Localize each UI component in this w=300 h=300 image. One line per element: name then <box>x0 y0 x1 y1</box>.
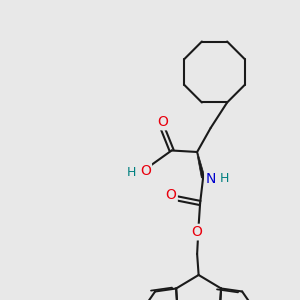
Text: O: O <box>166 188 176 203</box>
Polygon shape <box>196 152 205 178</box>
Text: H: H <box>220 172 230 185</box>
Text: H: H <box>126 167 136 179</box>
Text: N: N <box>206 172 216 186</box>
Text: O: O <box>140 164 151 178</box>
Text: O: O <box>192 225 203 239</box>
Text: O: O <box>157 115 168 129</box>
